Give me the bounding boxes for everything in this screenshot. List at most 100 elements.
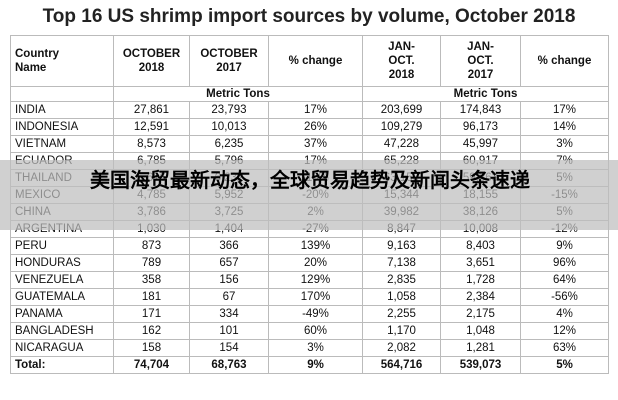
cell: 109,279	[362, 118, 441, 136]
cell: 67	[189, 288, 269, 306]
cell: 2,255	[362, 305, 441, 323]
column-header: % change	[268, 35, 363, 87]
column-header: JAN- OCT. 2018	[362, 35, 441, 87]
cell: -49%	[268, 305, 363, 323]
cell: 358	[113, 271, 190, 289]
cell: 60%	[268, 322, 363, 340]
cell: 64%	[520, 271, 609, 289]
country-name: BANGLADESH	[10, 322, 114, 340]
country-name: INDIA	[10, 101, 114, 119]
cell: 873	[113, 237, 190, 255]
total-cell: 74,704	[113, 356, 190, 374]
overlay-band	[0, 160, 618, 230]
table-row: GUATEMALA 181 67 170% 1,058 2,384 -56%	[10, 288, 609, 306]
cell: 1,048	[440, 322, 521, 340]
cell: 162	[113, 322, 190, 340]
table-row: INDONESIA 12,591 10,013 26% 109,279 96,173 14%	[10, 118, 609, 136]
total-cell: 5%	[520, 356, 609, 374]
total-cell: 539,073	[440, 356, 521, 374]
cell: 96%	[520, 254, 609, 272]
table-row: BANGLADESH 162 101 60% 1,170 1,048 12%	[10, 322, 609, 340]
country-name: NICARAGUA	[10, 339, 114, 357]
cell: 174,843	[440, 101, 521, 119]
cell: 96,173	[440, 118, 521, 136]
table-row: PERU 873 366 139% 9,163 8,403 9%	[10, 237, 609, 255]
cell: 657	[189, 254, 269, 272]
cell: 2,384	[440, 288, 521, 306]
cell: 9%	[520, 237, 609, 255]
unit-label: Metric Tons	[362, 86, 609, 102]
column-header: % change	[520, 35, 609, 87]
country-name: PANAMA	[10, 305, 114, 323]
cell: 181	[113, 288, 190, 306]
total-cell: 68,763	[189, 356, 269, 374]
column-header: Country Name	[10, 35, 114, 87]
cell: 789	[113, 254, 190, 272]
table-row: Total: 74,704 68,763 9% 564,716 539,073 5%	[10, 356, 609, 374]
table-row: Country Name OCTOBER 2018 OCTOBER 2017% ch…	[10, 35, 609, 87]
cell: 334	[189, 305, 269, 323]
country-name: VIETNAM	[10, 135, 114, 153]
column-header: JAN- OCT. 2017	[440, 35, 521, 87]
cell: 8,403	[440, 237, 521, 255]
table-row: VIETNAM 8,573 6,235 37% 47,228 45,997 3%	[10, 135, 609, 153]
table-row: PANAMA 171 334 -49% 2,255 2,175 4%	[10, 305, 609, 323]
cell: 3,651	[440, 254, 521, 272]
column-header: OCTOBER 2017	[189, 35, 269, 87]
cell: 3%	[520, 135, 609, 153]
column-header: OCTOBER 2018	[113, 35, 190, 87]
cell: -56%	[520, 288, 609, 306]
cell: 23,793	[189, 101, 269, 119]
cell: 2,835	[362, 271, 441, 289]
cell: 3%	[268, 339, 363, 357]
overlay-text: 美国海贸最新动态，全球贸易趋势及新闻头条速递	[90, 170, 530, 192]
cell: 139%	[268, 237, 363, 255]
cell: 366	[189, 237, 269, 255]
table-row: NICARAGUA 158 154 3% 2,082 1,281 63%	[10, 339, 609, 357]
total-label: Total:	[10, 356, 114, 374]
cell: 26%	[268, 118, 363, 136]
cell: 2,082	[362, 339, 441, 357]
cell: 63%	[520, 339, 609, 357]
table-row: INDIA 27,861 23,793 17% 203,699 174,843 17%	[10, 101, 609, 119]
cell: 1,728	[440, 271, 521, 289]
empty-cell	[10, 86, 114, 102]
cell: 1,170	[362, 322, 441, 340]
cell: 2,175	[440, 305, 521, 323]
cell: 101	[189, 322, 269, 340]
cell: 12,591	[113, 118, 190, 136]
total-cell: 564,716	[362, 356, 441, 374]
cell: 4%	[520, 305, 609, 323]
cell: 9,163	[362, 237, 441, 255]
cell: 129%	[268, 271, 363, 289]
cell: 37%	[268, 135, 363, 153]
cell: 7,138	[362, 254, 441, 272]
cell: 10,013	[189, 118, 269, 136]
cell: 17%	[520, 101, 609, 119]
cell: 1,281	[440, 339, 521, 357]
cell: 6,235	[189, 135, 269, 153]
cell: 156	[189, 271, 269, 289]
country-name: HONDURAS	[10, 254, 114, 272]
table-row: Metric Tons Metric Tons	[10, 86, 609, 102]
table-row: VENEZUELA 358 156 129% 2,835 1,728 64%	[10, 271, 609, 289]
unit-label: Metric Tons	[113, 86, 363, 102]
total-cell: 9%	[268, 356, 363, 374]
cell: 17%	[268, 101, 363, 119]
cell: 170%	[268, 288, 363, 306]
cell: 47,228	[362, 135, 441, 153]
cell: 20%	[268, 254, 363, 272]
country-name: GUATEMALA	[10, 288, 114, 306]
table-row: HONDURAS 789 657 20% 7,138 3,651 96%	[10, 254, 609, 272]
cell: 158	[113, 339, 190, 357]
cell: 14%	[520, 118, 609, 136]
country-name: INDONESIA	[10, 118, 114, 136]
cell: 203,699	[362, 101, 441, 119]
cell: 12%	[520, 322, 609, 340]
country-name: PERU	[10, 237, 114, 255]
cell: 8,573	[113, 135, 190, 153]
cell: 45,997	[440, 135, 521, 153]
cell: 1,058	[362, 288, 441, 306]
cell: 27,861	[113, 101, 190, 119]
